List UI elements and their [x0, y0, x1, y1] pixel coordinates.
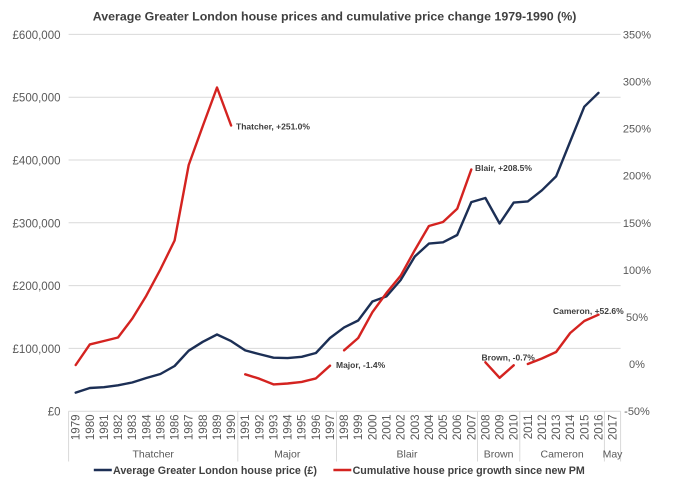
svg-text:2001: 2001: [382, 415, 394, 441]
svg-text:2015: 2015: [579, 415, 591, 441]
svg-text:May: May: [603, 449, 624, 461]
svg-text:£0: £0: [48, 407, 61, 419]
svg-text:1979: 1979: [71, 415, 83, 441]
svg-text:2002: 2002: [396, 415, 408, 441]
svg-text:1980: 1980: [85, 415, 97, 441]
svg-text:2006: 2006: [452, 415, 464, 441]
svg-text:1982: 1982: [113, 415, 125, 441]
svg-text:1985: 1985: [155, 415, 167, 441]
svg-text:2010: 2010: [509, 415, 521, 441]
svg-text:Cumulative house price growth: Cumulative house price growth since new …: [353, 465, 585, 477]
svg-text:2009: 2009: [495, 415, 507, 441]
svg-text:2004: 2004: [424, 414, 436, 440]
svg-text:1988: 1988: [198, 415, 210, 441]
svg-text:1983: 1983: [127, 415, 139, 441]
svg-text:Blair: Blair: [396, 449, 418, 461]
svg-text:1987: 1987: [184, 415, 196, 441]
svg-text:250%: 250%: [623, 124, 651, 136]
svg-text:1998: 1998: [339, 415, 351, 441]
svg-text:2011: 2011: [523, 415, 535, 440]
svg-text:Major: Major: [274, 449, 301, 461]
svg-text:£500,000: £500,000: [13, 93, 61, 105]
svg-text:1994: 1994: [283, 414, 295, 440]
svg-text:2000: 2000: [367, 415, 379, 441]
svg-text:50%: 50%: [626, 312, 648, 324]
svg-text:Major, -1.4%: Major, -1.4%: [336, 360, 386, 370]
svg-text:0%: 0%: [629, 359, 645, 371]
svg-text:1995: 1995: [297, 415, 309, 441]
svg-text:2017: 2017: [608, 415, 620, 441]
svg-text:Thatcher: Thatcher: [132, 449, 174, 461]
svg-text:2016: 2016: [594, 415, 606, 441]
svg-text:2007: 2007: [466, 415, 478, 441]
svg-text:1993: 1993: [269, 415, 281, 441]
svg-text:1984: 1984: [141, 414, 153, 440]
svg-text:Average Greater London house p: Average Greater London house prices and …: [93, 10, 577, 24]
svg-text:150%: 150%: [623, 218, 651, 230]
svg-text:£300,000: £300,000: [13, 218, 61, 230]
svg-text:-50%: -50%: [624, 406, 650, 418]
svg-text:Brown, -0.7%: Brown, -0.7%: [482, 353, 536, 363]
svg-text:Brown: Brown: [484, 449, 514, 461]
svg-text:200%: 200%: [623, 171, 651, 183]
svg-text:1997: 1997: [325, 415, 337, 441]
svg-text:£200,000: £200,000: [13, 281, 61, 293]
svg-text:1996: 1996: [311, 415, 323, 441]
svg-text:£400,000: £400,000: [13, 156, 61, 168]
svg-text:2013: 2013: [551, 415, 563, 441]
svg-text:Cameron, +52.6%: Cameron, +52.6%: [553, 306, 624, 316]
svg-text:350%: 350%: [623, 29, 651, 41]
svg-text:Thatcher, +251.0%: Thatcher, +251.0%: [236, 122, 310, 132]
svg-text:1992: 1992: [254, 415, 266, 441]
svg-text:2005: 2005: [438, 415, 450, 441]
svg-text:1999: 1999: [353, 415, 365, 441]
svg-text:2003: 2003: [410, 415, 422, 441]
svg-text:2014: 2014: [565, 414, 577, 440]
svg-text:1989: 1989: [212, 415, 224, 441]
svg-text:£600,000: £600,000: [13, 30, 61, 42]
svg-text:Cameron: Cameron: [541, 449, 584, 461]
svg-text:1991: 1991: [240, 415, 252, 441]
svg-text:1981: 1981: [99, 415, 111, 441]
svg-text:2012: 2012: [537, 415, 549, 441]
svg-text:100%: 100%: [623, 265, 651, 277]
svg-text:2008: 2008: [480, 415, 492, 441]
svg-text:Average Greater London house p: Average Greater London house price (£): [113, 465, 317, 477]
svg-text:£100,000: £100,000: [13, 344, 61, 356]
svg-text:300%: 300%: [623, 77, 651, 89]
svg-text:Blair, +208.5%: Blair, +208.5%: [475, 163, 532, 173]
svg-text:1990: 1990: [226, 415, 238, 441]
svg-text:1986: 1986: [170, 415, 182, 441]
